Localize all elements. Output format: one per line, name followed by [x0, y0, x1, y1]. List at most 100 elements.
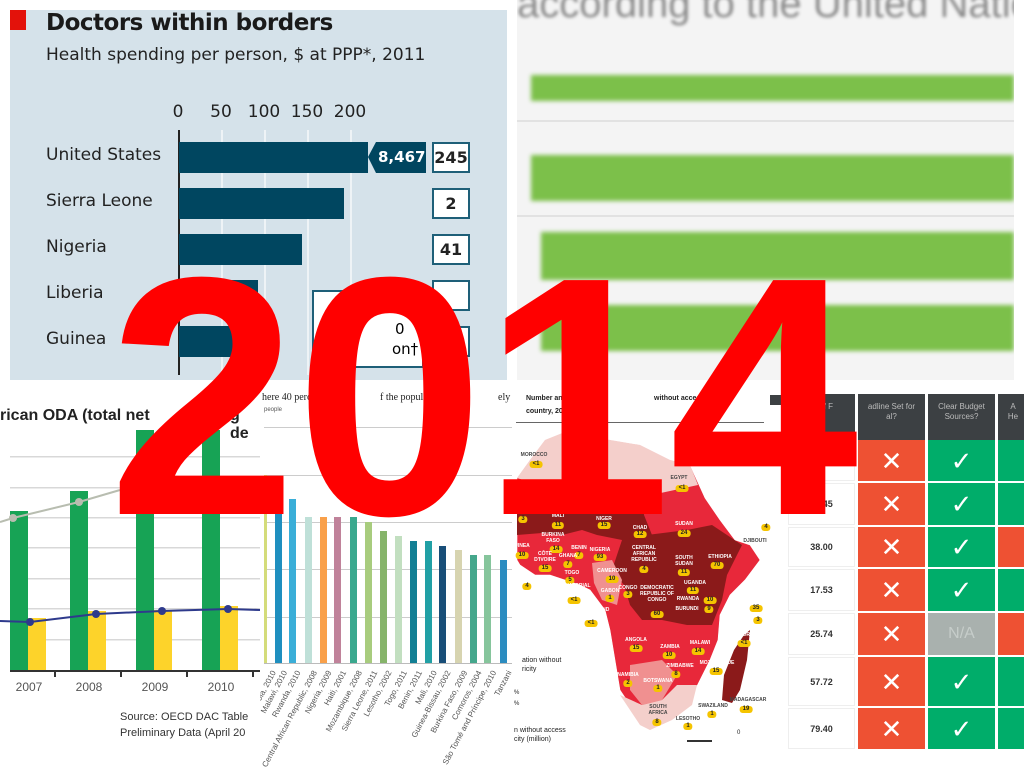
country-name-label: RITANIA [513, 508, 533, 514]
access-bar [264, 475, 267, 663]
x-mark-icon: ✕ [880, 619, 903, 649]
gridline [264, 569, 512, 570]
country-name-label: MALI [551, 513, 565, 519]
x-mark-icon: ✕ [880, 489, 903, 519]
country-name-label: SUDAN [675, 521, 693, 527]
axis-tick-label: 150 [290, 102, 324, 122]
map-legend-4: % [514, 701, 520, 707]
x-mark-icon: ✕ [880, 445, 903, 476]
green-bar [10, 511, 28, 670]
country-label: United States [46, 145, 162, 165]
country-name-label: NIGER [596, 516, 612, 522]
country-value-badge: 5 [565, 577, 575, 584]
country-value-badge: 19 [739, 706, 753, 713]
check-mark-icon: ✓ [950, 489, 973, 519]
access-bar [500, 559, 507, 663]
country-name-label: MALAWI [689, 640, 711, 646]
country-name-label: SÃO TOMÉ AND PRÍNCIPE [570, 607, 610, 619]
map-title-1: Number and sha [526, 395, 581, 402]
country-name-label: CHAD [632, 525, 648, 531]
column-header[interactable]: Clear Budget Sources? [928, 394, 995, 440]
country-name-label: CENTRAL AFRICAN REPUBLIC [631, 545, 657, 563]
blue-series-point [224, 605, 232, 613]
country-value-badge: 7 [574, 552, 584, 559]
country-name-label: SOUTH SUDAN [675, 555, 693, 567]
next-column-cell [998, 527, 1024, 567]
column-header[interactable]: A He [998, 394, 1024, 440]
green-bar [531, 75, 1014, 101]
gridline [264, 522, 512, 523]
axis-tick-label: 50 [210, 102, 232, 122]
divider [517, 120, 1014, 122]
x-tick [120, 671, 122, 677]
country-name-label: CONGO [618, 585, 638, 591]
country-name-label: DEMOCRATIC REPUBLIC OF CONGO [640, 585, 674, 603]
deadline-cell: ✕ [858, 708, 925, 749]
gridline [10, 487, 260, 489]
country-name-label: BURUNDI [675, 606, 699, 612]
country-value-badge: 10 [605, 576, 619, 583]
gridline [10, 547, 260, 549]
oda-source-2: Preliminary Data (April 20 [120, 727, 246, 739]
country-value-badge: 15 [597, 522, 611, 529]
x-axis [264, 663, 512, 664]
country-value-badge: 4 [761, 524, 771, 531]
access-bar [470, 554, 477, 663]
access-header-end: ely [498, 392, 511, 403]
country-value-badge: 1 [653, 685, 663, 692]
country-value-badge: 7 [563, 561, 573, 568]
deadline-cell: ✕ [858, 440, 925, 481]
budget-cell: ✓ [928, 483, 995, 525]
access-bar [275, 489, 282, 663]
map-legend-2: ricity [522, 666, 537, 673]
budget-cell: ✓ [928, 569, 995, 611]
gridline [10, 578, 260, 580]
access-bar [350, 517, 357, 663]
column-header[interactable]: adline Set for al? [858, 394, 925, 440]
budget-cell: ✓ [928, 527, 995, 567]
country-name-label: LESOTHO [675, 716, 701, 722]
map-scale-zero: 0 [737, 730, 741, 736]
oda-plot: 2007 2008 2009 2010 [0, 430, 260, 694]
country-value-badge: 10 [662, 652, 676, 659]
country-name-label: MOZAMBIQUE [699, 660, 735, 666]
access-bar [334, 517, 341, 663]
country-name-label: NIGERIA [589, 547, 611, 553]
green-bar [531, 155, 1014, 201]
country-name-label: KENYA [726, 605, 744, 611]
gridline [307, 130, 309, 375]
country-name-label: ERITREA [735, 524, 757, 530]
blue-series-point [26, 618, 34, 626]
budget-cell-na: N/A [928, 613, 995, 655]
country-value-badge: 15 [629, 645, 643, 652]
x-mark-icon: ✕ [880, 666, 903, 697]
gray-series-point [75, 498, 83, 506]
next-column-cell [998, 483, 1024, 525]
country-value-badge: 1 [707, 711, 717, 718]
green-bar [541, 305, 1014, 351]
country-value-badge: 10 [703, 597, 717, 604]
country-name-label: ALGERIA [563, 465, 587, 471]
year-label: 2008 [76, 680, 103, 694]
country-value-badge: 11 [677, 569, 691, 576]
year-label: 2009 [142, 680, 169, 694]
x-tick [54, 671, 56, 677]
country-name-label: EGYPT [670, 475, 688, 481]
check-mark-icon: ✓ [950, 445, 973, 476]
year-label: 2010 [208, 680, 235, 694]
column-header[interactable]: % of F [788, 394, 855, 440]
percent-cell: 57.72 [788, 657, 855, 706]
country-name-label: BURKINA FASO [541, 532, 565, 544]
chart-title: Doctors within borders [46, 10, 333, 36]
deadline-cell: ✕ [858, 613, 925, 655]
percent-cell: 79.40 [788, 708, 855, 749]
gridline [10, 608, 260, 610]
country-value-badge: 24 [677, 530, 691, 537]
legend-text: Do [332, 303, 353, 321]
oda-title-tail: g de [230, 407, 249, 442]
blue-series-line [0, 607, 260, 624]
country-name-label: SWAZILAND [698, 703, 728, 709]
green-bar [541, 232, 1014, 280]
map-scale-bar [687, 740, 712, 742]
green-bar [70, 491, 88, 670]
